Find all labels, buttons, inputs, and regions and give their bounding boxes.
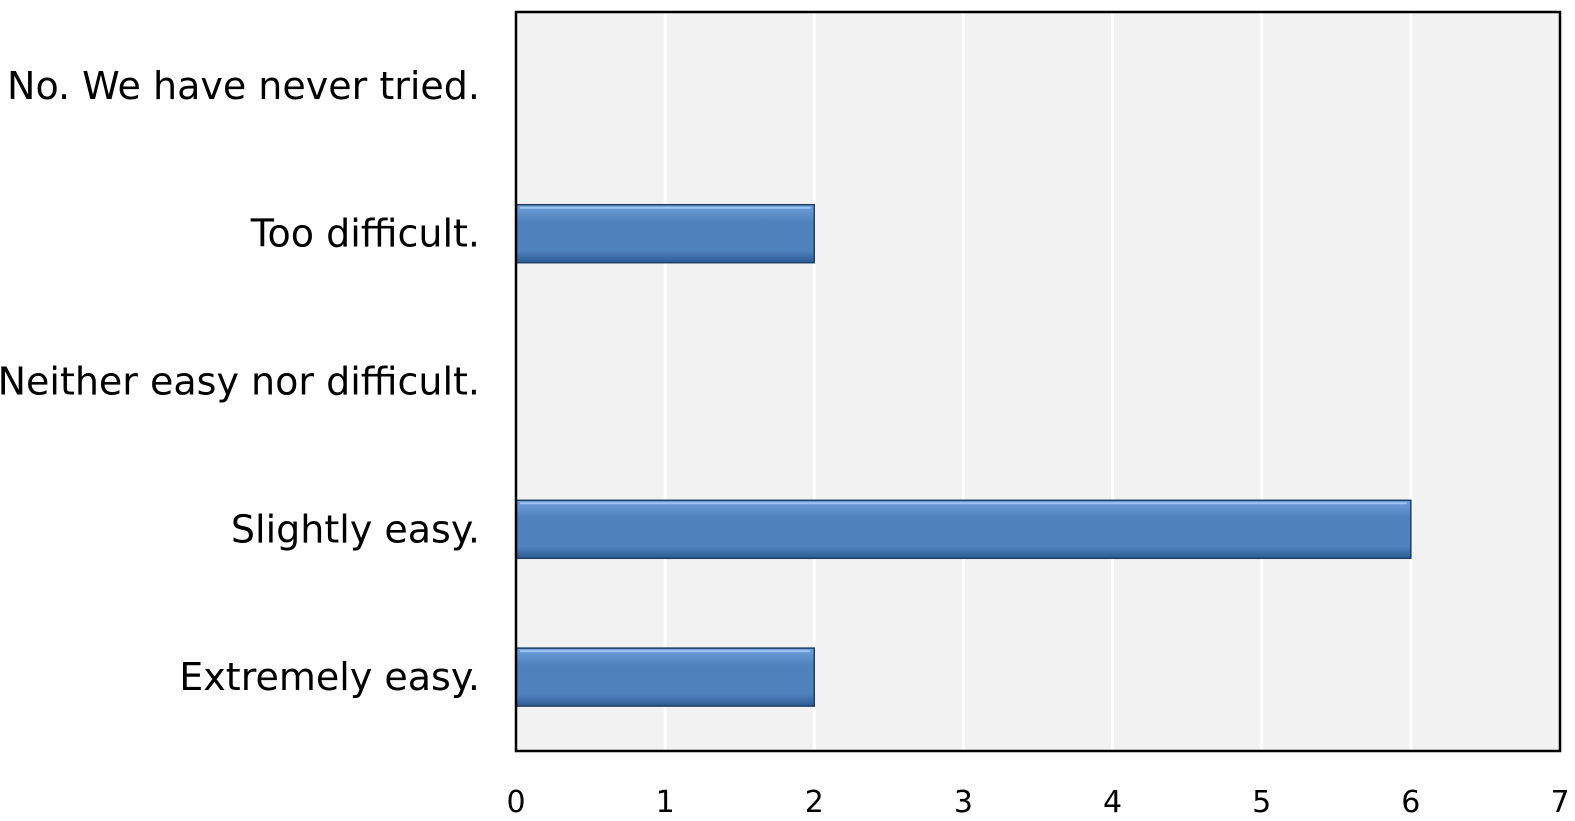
bar: [515, 203, 816, 264]
x-tick-label: 7: [1550, 785, 1569, 820]
category-label: Extremely easy.: [179, 655, 480, 699]
x-tick-labels: 0 1 2 3 4 5 6 7: [506, 785, 1569, 820]
category-label: No. We have never tried.: [7, 64, 480, 108]
x-tick-label: 6: [1401, 785, 1420, 820]
category-label: Too difficult.: [250, 212, 480, 256]
category-label: Neither easy nor difficult.: [0, 360, 480, 404]
bar: [515, 499, 1412, 560]
gridlines: [663, 12, 1413, 751]
plot-frame: [514, 10, 1562, 753]
x-tick-label: 4: [1103, 785, 1122, 820]
x-tick-label: 0: [506, 785, 525, 820]
category-labels: No. We have never tried. Too difficult. Ne…: [0, 64, 480, 699]
x-tick-label: 3: [954, 785, 973, 820]
x-tick-label: 2: [805, 785, 824, 820]
bar: [515, 647, 816, 707]
x-tick-label: 1: [656, 785, 675, 820]
category-label: Slightly easy.: [231, 507, 480, 551]
x-tick-label: 5: [1252, 785, 1271, 820]
bars: [515, 203, 1412, 707]
plot-area: [516, 12, 1560, 751]
